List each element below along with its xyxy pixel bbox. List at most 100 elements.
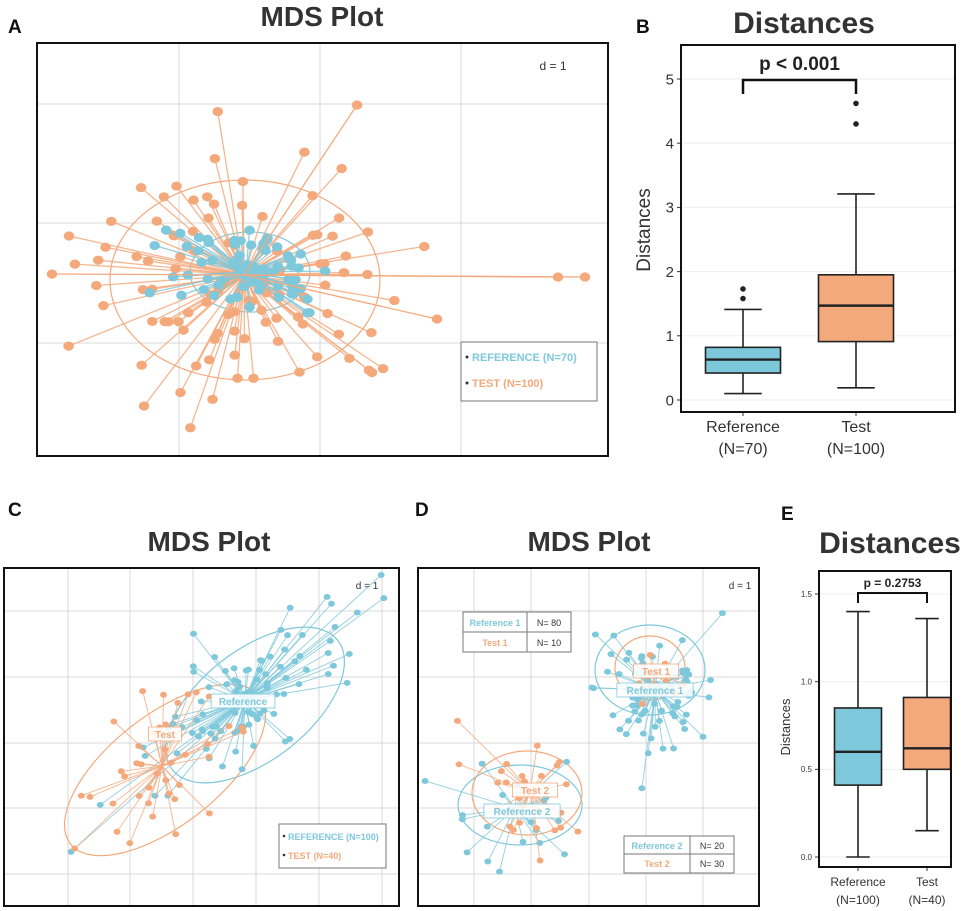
data-point [574, 828, 582, 835]
data-point [302, 666, 310, 673]
data-point [151, 792, 159, 799]
spoke-line [142, 274, 245, 291]
data-point [638, 711, 646, 718]
data-point [190, 361, 202, 371]
data-point [221, 668, 229, 675]
data-point [208, 199, 220, 209]
panel-d-legend-reference-1: Reference 1 [469, 618, 520, 628]
spoke-line [243, 151, 305, 276]
spoke-line [51, 273, 245, 276]
data-point [135, 182, 147, 193]
spoke-line [243, 274, 438, 320]
group-label: Test 1 [642, 667, 671, 678]
data-point [421, 777, 429, 784]
data-point [286, 736, 294, 743]
data-point [232, 688, 240, 695]
spoke-line [161, 765, 210, 814]
data-point [174, 699, 182, 706]
data-point [463, 849, 471, 856]
panel-c-label: C [8, 500, 22, 521]
data-point [205, 810, 213, 817]
spoke-line [244, 660, 296, 701]
data-point [683, 667, 691, 674]
data-point [245, 721, 253, 728]
data-point [98, 301, 109, 311]
data-point [551, 827, 559, 834]
data-point [377, 364, 389, 374]
panel-d-legend-top: Reference 1 N= 80 Test 1 N= 10 [462, 611, 572, 653]
data-point [201, 192, 213, 202]
data-point [207, 730, 215, 737]
data-point [203, 213, 214, 223]
data-point [162, 721, 170, 728]
data-point [282, 674, 290, 681]
panel-e-frame [818, 570, 952, 868]
data-point [286, 261, 297, 271]
data-point [249, 711, 257, 718]
spoke-line [152, 765, 163, 817]
outlier-point [853, 100, 859, 107]
data-point [231, 709, 239, 716]
data-point [91, 280, 102, 291]
data-point [319, 280, 331, 290]
data-point [280, 691, 288, 698]
data-point [319, 266, 331, 276]
data-point [194, 733, 202, 740]
data-point [181, 241, 193, 252]
data-point [682, 676, 690, 683]
data-point [257, 657, 264, 664]
data-point [338, 267, 350, 278]
p-value-label: p < 0.001 [759, 54, 840, 75]
data-point [139, 688, 147, 695]
panel-c: C MDS Plot d = 1 Reference Test REFERENCE… [3, 500, 400, 907]
data-point [175, 781, 183, 788]
data-point [699, 733, 707, 740]
data-point [324, 650, 332, 657]
panel-d-legend-test-1-n: N= 10 [537, 638, 561, 648]
data-point [610, 632, 618, 639]
data-point [295, 249, 306, 259]
data-point [239, 333, 250, 344]
data-point [113, 828, 121, 835]
reference-ellipse [164, 626, 346, 784]
data-point [208, 290, 220, 301]
data-point [609, 712, 617, 719]
data-point [205, 684, 213, 691]
test-ellipse [471, 750, 583, 836]
data-point [380, 595, 388, 602]
data-point [562, 781, 570, 788]
data-point [230, 665, 238, 672]
data-point [229, 350, 241, 360]
x-tick-label: Test [841, 419, 871, 436]
panel-d-legend-reference-2-n: N= 20 [700, 841, 724, 851]
data-point [484, 858, 492, 865]
spoke-line [116, 765, 163, 833]
data-point [173, 750, 181, 757]
spoke-line [144, 699, 246, 757]
data-point [324, 671, 332, 678]
data-point [483, 823, 491, 830]
data-point [126, 840, 134, 847]
data-point [260, 707, 268, 714]
data-point [563, 758, 571, 765]
data-point [681, 725, 689, 732]
data-point [192, 689, 200, 696]
panel-e-label: E [781, 504, 794, 525]
data-point [165, 790, 173, 797]
x-tick-label: Reference [706, 419, 780, 436]
data-point [294, 367, 305, 377]
data-point [656, 642, 664, 649]
data-point [202, 234, 213, 244]
data-point [682, 711, 690, 718]
significance-bracket [741, 78, 858, 94]
data-point [555, 818, 562, 825]
data-point [615, 671, 623, 678]
spoke-line [243, 274, 559, 278]
data-point [646, 652, 654, 659]
spoke-line [243, 274, 255, 379]
data-point [162, 777, 170, 784]
panel-a-legend: REFERENCE (N=70) TEST (N=100) [460, 341, 598, 402]
data-point [190, 668, 198, 675]
panel-a-legend-reference: REFERENCE (N=70) [472, 352, 577, 364]
data-point [209, 334, 220, 345]
